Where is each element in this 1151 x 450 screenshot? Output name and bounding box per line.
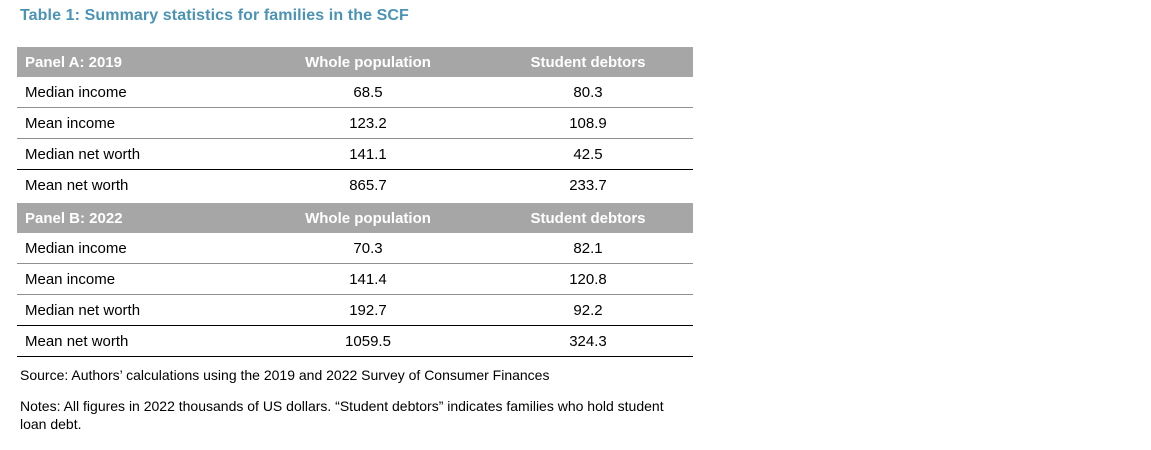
row-label: Median income	[17, 77, 253, 108]
whole-population-value: 865.7	[253, 169, 483, 200]
student-debtors-value: 42.5	[483, 138, 693, 170]
row-label: Mean income	[17, 263, 253, 295]
student-debtors-value: 324.3	[483, 325, 693, 357]
notes-text: Notes: All figures in 2022 thousands of …	[20, 398, 664, 432]
summary-statistics-table: Panel A: 2019 Whole population Student d…	[17, 47, 693, 357]
row-label: Median net worth	[17, 294, 253, 326]
row-label: Median net worth	[17, 138, 253, 170]
panel-a-label: Panel A: 2019	[17, 47, 253, 77]
row-label: Mean income	[17, 107, 253, 139]
student-debtors-value: 120.8	[483, 263, 693, 295]
panel-a-col-student-debtors: Student debtors	[483, 47, 693, 77]
whole-population-value: 70.3	[253, 233, 483, 264]
student-debtors-value: 233.7	[483, 169, 693, 200]
table-row: Mean income 123.2 108.9	[17, 107, 693, 139]
panel-b-col-whole-population: Whole population	[253, 203, 483, 233]
whole-population-value: 1059.5	[253, 325, 483, 357]
table-row: Mean income 141.4 120.8	[17, 263, 693, 295]
table-row: Median net worth 192.7 92.2	[17, 294, 693, 326]
panel-a-header-row: Panel A: 2019 Whole population Student d…	[17, 47, 693, 77]
row-label: Mean net worth	[17, 325, 253, 357]
panel-b-header-row: Panel B: 2022 Whole population Student d…	[17, 203, 693, 233]
source-note: Source: Authors’ calculations using the …	[20, 367, 550, 383]
table-row: Median income 68.5 80.3	[17, 77, 693, 108]
panel-b-col-student-debtors: Student debtors	[483, 203, 693, 233]
table-row: Median income 70.3 82.1	[17, 233, 693, 264]
table-row: Median net worth 141.1 42.5	[17, 138, 693, 170]
table-row: Mean net worth 865.7 233.7	[17, 169, 693, 200]
whole-population-value: 68.5	[253, 77, 483, 108]
row-label: Median income	[17, 233, 253, 264]
whole-population-value: 141.4	[253, 263, 483, 295]
table-title: Table 1: Summary statistics for families…	[20, 7, 409, 24]
whole-population-value: 123.2	[253, 107, 483, 139]
whole-population-value: 192.7	[253, 294, 483, 326]
student-debtors-value: 92.2	[483, 294, 693, 326]
student-debtors-value: 80.3	[483, 77, 693, 108]
student-debtors-value: 108.9	[483, 107, 693, 139]
student-debtors-value: 82.1	[483, 233, 693, 264]
footer: Source: Authors’ calculations using the …	[20, 366, 700, 433]
panel-b-label: Panel B: 2022	[17, 203, 253, 233]
whole-population-value: 141.1	[253, 138, 483, 170]
table-row: Mean net worth 1059.5 324.3	[17, 325, 693, 357]
row-label: Mean net worth	[17, 169, 253, 200]
panel-a-col-whole-population: Whole population	[253, 47, 483, 77]
